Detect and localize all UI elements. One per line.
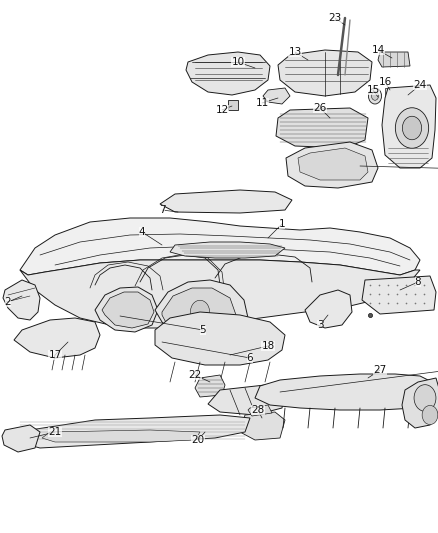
Polygon shape — [3, 280, 40, 320]
Polygon shape — [278, 50, 372, 96]
Text: 23: 23 — [328, 13, 342, 23]
Text: 20: 20 — [191, 435, 205, 445]
Polygon shape — [240, 412, 285, 440]
Text: 17: 17 — [48, 350, 62, 360]
Circle shape — [371, 92, 378, 100]
Polygon shape — [248, 405, 272, 416]
Text: 27: 27 — [373, 365, 387, 375]
Text: 7: 7 — [159, 205, 165, 215]
Text: 6: 6 — [247, 353, 253, 363]
Polygon shape — [155, 280, 248, 345]
Circle shape — [414, 385, 436, 411]
Polygon shape — [228, 100, 238, 110]
Circle shape — [403, 116, 422, 140]
Text: 14: 14 — [371, 45, 385, 55]
Polygon shape — [162, 288, 236, 340]
Polygon shape — [378, 52, 410, 67]
Polygon shape — [402, 378, 438, 428]
Text: 10: 10 — [231, 57, 244, 67]
Text: 21: 21 — [48, 427, 62, 437]
Polygon shape — [263, 88, 290, 104]
Polygon shape — [170, 242, 285, 258]
Text: 13: 13 — [288, 47, 302, 57]
Text: 15: 15 — [366, 85, 380, 95]
Text: 22: 22 — [188, 370, 201, 380]
Text: 8: 8 — [415, 277, 421, 287]
Text: 12: 12 — [215, 105, 229, 115]
Polygon shape — [385, 88, 395, 98]
Polygon shape — [102, 292, 154, 328]
Polygon shape — [160, 190, 292, 213]
Polygon shape — [286, 142, 378, 188]
Polygon shape — [208, 385, 285, 415]
Polygon shape — [15, 415, 250, 448]
Text: 5: 5 — [200, 325, 206, 335]
Polygon shape — [155, 312, 285, 365]
Text: 24: 24 — [413, 80, 427, 90]
Polygon shape — [305, 290, 352, 328]
Polygon shape — [276, 108, 368, 148]
Circle shape — [422, 406, 438, 425]
Polygon shape — [2, 425, 40, 452]
Polygon shape — [298, 148, 368, 180]
Text: 2: 2 — [5, 297, 11, 307]
Polygon shape — [382, 85, 436, 168]
Polygon shape — [186, 52, 270, 95]
Text: 4: 4 — [139, 227, 145, 237]
Text: 16: 16 — [378, 77, 392, 87]
Text: 1: 1 — [279, 219, 285, 229]
Text: 18: 18 — [261, 341, 275, 351]
Polygon shape — [255, 374, 435, 410]
Circle shape — [396, 108, 429, 148]
Polygon shape — [95, 287, 158, 332]
Polygon shape — [20, 260, 420, 328]
Polygon shape — [14, 318, 100, 358]
Polygon shape — [362, 276, 436, 314]
Text: 28: 28 — [251, 405, 265, 415]
Text: 3: 3 — [317, 320, 323, 330]
Text: 11: 11 — [255, 98, 268, 108]
Text: 26: 26 — [313, 103, 327, 113]
Polygon shape — [42, 430, 200, 442]
Polygon shape — [20, 218, 420, 275]
Circle shape — [191, 300, 210, 324]
Circle shape — [368, 88, 381, 104]
Polygon shape — [195, 375, 225, 397]
